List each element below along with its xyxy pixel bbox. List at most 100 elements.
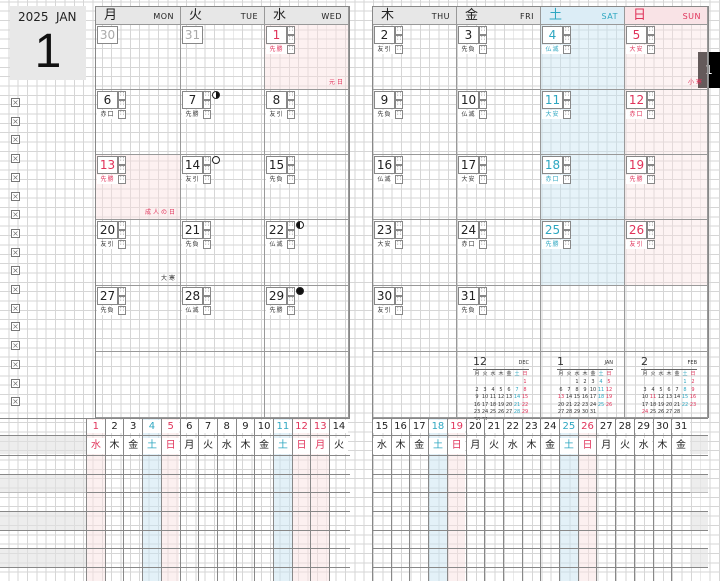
day-cell[interactable] (181, 352, 265, 418)
weather-icon-box: ∷ (647, 221, 655, 230)
day-cell[interactable]: 9 ∷ ∷ ∷ 先負 (373, 90, 457, 155)
task-checkbox[interactable]: × (11, 172, 20, 182)
day-cell[interactable]: 27 ∷ ∷ ∷ 先負 (96, 286, 181, 352)
task-checkbox[interactable]: × (11, 116, 20, 126)
day-cell[interactable]: 13 ∷ ∷ ∷ 先勝 成人の日 (96, 155, 181, 220)
day-cell[interactable]: 1 ∷ ∷ ∷ 先勝 元日 (265, 25, 349, 90)
strip-day-column[interactable]: 27 月 (596, 418, 616, 581)
weather-icon-box: ∷ (647, 35, 655, 44)
day-cell[interactable]: 21 ∷ ∷ ∷ 先負 (181, 220, 265, 286)
day-cell[interactable] (373, 352, 457, 418)
strip-day-number: 21 (485, 420, 503, 433)
strip-day-number: 6 (180, 420, 199, 433)
day-cell[interactable]: 31 ∷ ∷ ∷ 先負 (457, 286, 541, 352)
day-cell[interactable]: 3 ∷ ∷ ∷ 先負 (457, 25, 541, 90)
day-cell[interactable] (541, 286, 625, 352)
task-checkbox[interactable]: × (11, 378, 20, 388)
day-cell[interactable]: 30 (96, 25, 181, 90)
strip-day-column[interactable]: 10 金 (254, 418, 273, 581)
day-cell[interactable]: 6 ∷ ∷ ∷ 赤口 (96, 90, 181, 155)
task-checkbox[interactable]: × (11, 322, 20, 332)
strip-weekday: 木 (236, 438, 255, 454)
day-cell[interactable] (625, 352, 708, 418)
day-cell[interactable]: 28 ∷ ∷ ∷ 仏滅 (181, 286, 265, 352)
day-cell[interactable]: 4 ∷ ∷ ∷ 仏滅 (541, 25, 625, 90)
day-cell[interactable]: 18 ∷ ∷ ∷ 赤口 (541, 155, 625, 220)
task-checkbox[interactable]: × (11, 247, 20, 257)
strip-day-column[interactable]: 17 金 (409, 418, 429, 581)
strip-day-column[interactable]: 12 日 (291, 418, 311, 581)
day-cell[interactable]: 12 ∷ ∷ ∷ 赤口 (625, 90, 708, 155)
strip-day-column[interactable]: 26 日 (577, 418, 597, 581)
strip-day-column[interactable]: 29 水 (633, 418, 653, 581)
day-cell[interactable]: 15 ∷ ∷ ∷ 先負 (265, 155, 349, 220)
day-cell[interactable]: 22 ∷ ∷ ∷ 仏滅 (265, 220, 349, 286)
strip-day-column[interactable]: 16 木 (390, 418, 410, 581)
day-cell[interactable]: 20 ∷ ∷ ∷ 友引 大寒 (96, 220, 181, 286)
day-cell[interactable]: 17 ∷ ∷ ∷ 大安 (457, 155, 541, 220)
day-cell[interactable]: 24 ∷ ∷ ∷ 赤口 (457, 220, 541, 286)
mini-day: 21 (513, 401, 521, 408)
day-cell[interactable]: 2 ∷ ∷ ∷ 友引 (373, 25, 457, 90)
task-checkbox[interactable]: × (11, 154, 20, 164)
strip-day-column[interactable]: 22 水 (502, 418, 522, 581)
weekday-header-wed: 水 WED (265, 7, 349, 25)
day-cell[interactable] (96, 352, 181, 418)
day-cell[interactable]: 26 ∷ ∷ ∷ 友引 (625, 220, 708, 286)
task-checkbox[interactable]: × (11, 191, 20, 201)
strip-day-column[interactable]: 11 土 (273, 418, 292, 581)
day-cell[interactable] (625, 286, 708, 352)
task-checkbox[interactable]: × (11, 285, 20, 294)
day-cell[interactable]: 8 ∷ ∷ ∷ 友引 (265, 90, 349, 155)
strip-day-column[interactable]: 30 木 (652, 418, 672, 581)
day-cell[interactable]: 11 ∷ ∷ ∷ 大安 (541, 90, 625, 155)
day-cell[interactable]: 14 ∷ ∷ ∷ 友引 (181, 155, 265, 220)
task-checkbox[interactable]: × (11, 341, 20, 351)
strip-day-column[interactable]: 25 土 (559, 418, 578, 581)
strip-day-column[interactable]: 23 木 (521, 418, 541, 581)
rokuyo-label: 先勝 (266, 45, 287, 54)
day-cell[interactable] (457, 352, 541, 418)
task-checkbox[interactable]: × (11, 135, 20, 145)
strip-day-column[interactable]: 28 火 (615, 418, 634, 581)
day-number: 12 (626, 91, 647, 109)
day-cell[interactable]: 25 ∷ ∷ ∷ 先勝 (541, 220, 625, 286)
day-cell[interactable]: 30 ∷ ∷ ∷ 友引 (373, 286, 457, 352)
strip-day-column[interactable]: 18 土 (428, 418, 447, 581)
strip-weekday: 月 (180, 438, 199, 454)
strip-day-column[interactable]: 21 火 (484, 418, 503, 581)
strip-day-column[interactable]: 13 月 (310, 418, 330, 581)
strip-day-column[interactable]: 19 日 (446, 418, 466, 581)
day-cell[interactable]: 29 ∷ ∷ ∷ 先勝 (265, 286, 349, 352)
strip-day-column[interactable]: 20 月 (465, 418, 485, 581)
day-cell[interactable]: 31 (181, 25, 265, 90)
task-checkbox[interactable]: × (11, 266, 20, 276)
strip-day-column[interactable]: 31 金 (671, 418, 690, 581)
task-checkbox[interactable]: × (11, 210, 20, 220)
task-checkbox[interactable]: × (11, 98, 20, 107)
strip-day-column[interactable]: 24 金 (540, 418, 559, 581)
day-cell[interactable]: 19 ∷ ∷ ∷ 先勝 (625, 155, 708, 220)
day-cell[interactable] (265, 352, 349, 418)
day-cell[interactable]: 16 ∷ ∷ ∷ 仏滅 (373, 155, 457, 220)
task-checkbox[interactable]: × (11, 228, 20, 238)
task-checkbox[interactable]: × (11, 303, 20, 313)
strip-day-column[interactable]: 15 水 (372, 418, 391, 581)
day-cell[interactable]: 23 ∷ ∷ ∷ 大安 (373, 220, 457, 286)
task-checkbox[interactable]: × (11, 359, 20, 369)
strip-day-column[interactable]: 14 火 (329, 418, 348, 581)
task-checkbox[interactable]: × (11, 397, 20, 407)
day-cell[interactable]: 10 ∷ ∷ ∷ 仏滅 (457, 90, 541, 155)
day-cell[interactable]: 7 ∷ ∷ ∷ 先勝 (181, 90, 265, 155)
day-cell[interactable] (541, 352, 625, 418)
day-cell[interactable]: 5 ∷ ∷ ∷ 大安 小寒 (625, 25, 708, 90)
